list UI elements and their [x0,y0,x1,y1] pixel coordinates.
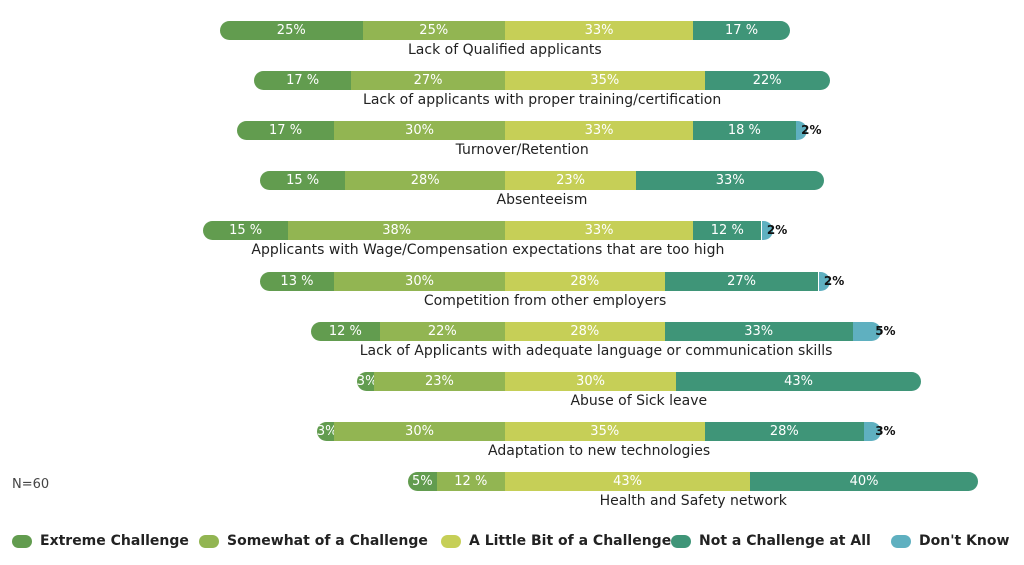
legend-label: Somewhat of a Challenge [227,533,428,549]
bar-segment-not-a-challenge-at-all: 33% [636,171,825,191]
bar-segment-not-a-challenge-at-all: 43% [676,371,922,391]
bar-segment-a-little-bit-of-a-challenge: 35% [505,421,705,441]
bar-segment-not-a-challenge-at-all: 28% [704,421,865,441]
category-label: Abuse of Sick leave [570,392,708,409]
bar-segment-not-a-challenge-at-all: 40% [750,471,979,491]
legend: Extreme Challenge Somewhat of a Challenge… [0,533,1024,553]
legend-label: A Little Bit of a Challenge [469,533,672,549]
bar-segment-extreme-challenge: 12 % [311,321,380,341]
bar-segment-extreme-challenge: 5% [408,471,437,491]
legend-item: Don't Know [891,533,1009,549]
data-label: 3% [875,423,896,438]
category-label: Health and Safety network [599,492,787,509]
bar-segment-not-a-challenge-at-all: 33% [664,321,853,341]
bar-segment-don-t-know [795,121,808,141]
legend-label: Don't Know [919,533,1010,549]
bar-segment-extreme-challenge: 15 % [202,221,289,241]
category-label: Competition from other employers [423,292,667,309]
bar-segment-somewhat-of-a-challenge: 25% [362,21,505,40]
bar-row: 13 % 30% 28% 27% 2% Competition from other em… [0,271,1024,317]
category-label: Adaptation to new technologies [488,442,711,459]
bar-segment-a-little-bit-of-a-challenge: 28% [505,271,665,291]
bar-segment-somewhat-of-a-challenge: 30% [334,421,505,441]
data-label: 2% [823,273,845,288]
bar-row: 25% 25% 33% 17 % Lack of Qualified applicant… [0,21,1024,66]
bar-segment-somewhat-of-a-challenge: 12 % [436,471,505,491]
legend-item: A Little Bit of a Challenge [441,533,671,549]
legend-swatch [671,534,691,548]
bar-segment-a-little-bit-of-a-challenge: 33% [505,221,694,241]
bar-row: 17 % 30% 33% 18 % 2% Turnover/Retention [0,121,1024,166]
legend-label: Extreme Challenge [40,533,189,549]
legend-swatch [12,534,32,548]
bar-segment-somewhat-of-a-challenge: 30% [334,271,505,291]
legend-item: Somewhat of a Challenge [199,533,428,549]
bar-segment-somewhat-of-a-challenge: 30% [334,121,505,141]
bar-segment-extreme-challenge: 13 % [259,271,334,291]
bar-segment-extreme-challenge: 17 % [237,121,334,141]
bar-segment-somewhat-of-a-challenge: 22% [379,321,505,341]
bar-row: 15 % 28% 23% 33% Absenteeism [0,171,1024,216]
bar-segment-a-little-bit-of-a-challenge: 30% [505,371,676,391]
bar-segment-somewhat-of-a-challenge: 38% [288,221,505,241]
data-label: 2% [766,223,788,238]
category-label: Absenteeism [496,192,588,209]
bar-segment-not-a-challenge-at-all: 18 % [693,121,796,141]
bar-segment-a-little-bit-of-a-challenge: 28% [505,321,665,341]
bar-segment-a-little-bit-of-a-challenge: 23% [505,171,637,191]
bar-segment-not-a-challenge-at-all: 17 % [693,21,790,40]
category-label: Lack of applicants with proper training/… [363,92,722,109]
bar-segment-don-t-know [852,321,882,341]
data-label: 5% [875,323,896,338]
bar-segment-not-a-challenge-at-all: 27% [664,271,819,291]
bar-segment-a-little-bit-of-a-challenge: 35% [505,71,705,91]
bar-row: 12 % 22% 28% 33% 5% Lack of Applicants with a… [0,321,1024,367]
category-label: Applicants with Wage/Compensation expect… [251,242,725,259]
category-label: Turnover/Retention [455,142,589,159]
legend-item: Extreme Challenge [12,533,189,549]
bar-segment-extreme-challenge: 25% [220,21,363,40]
bar-row: 3% 30% 35% 28% 3% Adaptation to new technolog… [0,421,1024,467]
bar-row: 17 % 27% 35% 22% Lack of applicants with pro… [0,71,1024,116]
bar-segment-extreme-challenge: 3% [316,421,338,441]
bar-segment-a-little-bit-of-a-challenge: 33% [505,21,694,40]
bar-segment-somewhat-of-a-challenge: 28% [345,171,505,191]
bar-segment-a-little-bit-of-a-challenge: 43% [505,471,751,491]
sample-size-note: N=60 [12,477,50,492]
bar-segment-extreme-challenge: 3% [356,371,378,391]
legend-swatch [441,534,461,548]
bar-segment-a-little-bit-of-a-challenge: 33% [505,121,694,141]
bar-segment-somewhat-of-a-challenge: 27% [351,71,505,91]
bar-row: 3% 23% 30% 43% Abuse of Sick leave [0,371,1024,417]
bar-segment-don-t-know [864,421,882,441]
bar-row: 15 % 38% 33% 12 % 2% Applicants with Wage/Com… [0,221,1024,266]
bar-segment-not-a-challenge-at-all: 12 % [693,221,762,241]
legend-swatch [891,534,911,548]
bar-row: 5% 12 % 43% 40% Health and Safety network [0,471,1024,517]
bar-segment-don-t-know [761,221,773,241]
legend-label: Not a Challenge at All [699,533,871,549]
bar-segment-not-a-challenge-at-all: 22% [704,71,830,91]
legend-swatch [199,534,219,548]
bar-segment-extreme-challenge: 15 % [259,171,346,191]
category-label: Lack of Qualified applicants [408,42,602,58]
bar-segment-don-t-know [818,271,830,291]
category-label: Lack of Applicants with adequate languag… [359,342,833,359]
legend-item: Not a Challenge at All [671,533,871,549]
bar-segment-somewhat-of-a-challenge: 23% [373,371,505,391]
bar-segment-extreme-challenge: 17 % [254,71,352,91]
data-label: 2% [801,123,822,138]
